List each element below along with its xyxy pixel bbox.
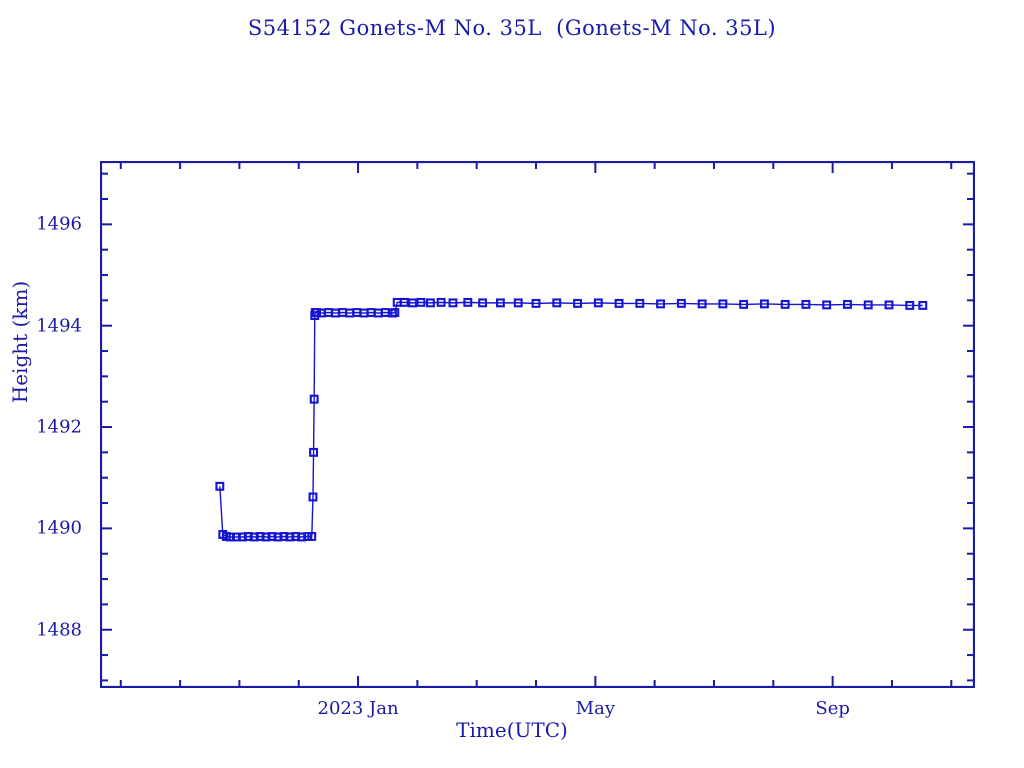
data-point-marker — [312, 308, 321, 317]
data-point-marker — [697, 299, 707, 309]
data-series-height — [215, 297, 928, 542]
data-point-marker — [531, 298, 541, 308]
x-axis-label: Time(UTC) — [456, 718, 568, 742]
data-point-marker — [593, 298, 603, 308]
plot-area — [100, 161, 975, 688]
y-tick-label: 1494 — [36, 315, 82, 337]
axis-frame — [100, 161, 975, 688]
data-point-marker — [614, 298, 624, 308]
data-point-marker — [408, 298, 418, 308]
chart-title: S54152 Gonets-M No. 35L (Gonets-M No. 35… — [247, 16, 777, 40]
data-point-marker — [759, 299, 769, 309]
data-point-marker — [308, 492, 318, 502]
data-point-marker — [801, 299, 811, 309]
data-point-marker — [718, 299, 728, 309]
data-point-marker — [309, 447, 319, 457]
y-tick-label: 1496 — [36, 213, 82, 235]
x-tick-label: 2023 Jan — [317, 698, 399, 719]
data-point-marker — [552, 298, 562, 308]
data-point-marker — [436, 297, 446, 307]
data-point-marker — [573, 298, 582, 308]
data-point-marker — [780, 299, 790, 309]
data-point-marker — [399, 297, 409, 307]
plot-border — [100, 161, 975, 688]
data-point-marker — [495, 298, 505, 308]
x-tick-label: Sep — [815, 698, 850, 719]
data-point-marker — [513, 298, 523, 308]
data-point-marker — [739, 299, 749, 309]
data-point-marker — [425, 298, 435, 308]
y-tick-label: 1490 — [36, 517, 82, 539]
data-point-marker — [416, 297, 426, 307]
data-point-marker — [463, 297, 473, 307]
data-point-marker — [215, 481, 225, 491]
data-point-marker — [918, 300, 928, 310]
axis-ticks — [101, 162, 974, 687]
data-point-marker — [843, 299, 852, 309]
x-tick-label: May — [575, 698, 615, 719]
data-point-marker — [822, 300, 832, 310]
y-tick-label: 1488 — [36, 619, 82, 641]
data-point-marker — [635, 298, 645, 308]
data-point-marker — [656, 299, 666, 309]
data-point-marker — [309, 394, 319, 404]
data-point-marker — [478, 298, 488, 308]
y-tick-label: 1492 — [36, 416, 82, 438]
data-point-marker — [905, 300, 915, 310]
series-line-0 — [219, 301, 923, 538]
data-point-marker — [863, 300, 873, 310]
data-point-marker — [676, 298, 686, 308]
data-point-marker — [390, 308, 400, 317]
data-point-marker — [448, 298, 458, 308]
y-axis-label: Height (km) — [8, 280, 32, 404]
data-point-marker — [884, 300, 894, 310]
data-point-marker — [307, 532, 317, 541]
plot-svg — [100, 161, 975, 688]
